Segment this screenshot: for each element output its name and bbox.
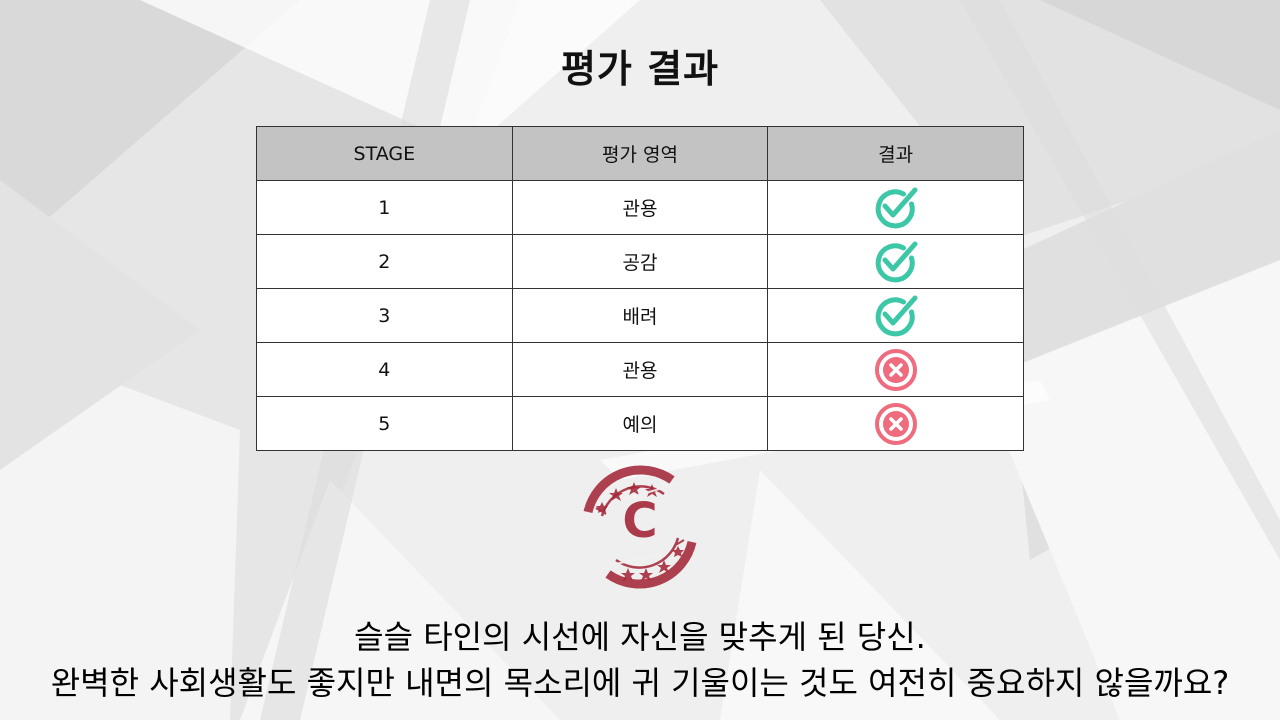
x-circle-icon xyxy=(874,402,917,445)
check-circle-icon xyxy=(875,241,918,282)
stage-cell: 2 xyxy=(256,234,513,289)
area-cell: 관용 xyxy=(511,180,769,235)
message-line-2: 완벽한 사회생활도 좋지만 내면의 목소리에 귀 기울이는 것도 여전히 중요하… xyxy=(50,664,1230,702)
stage-cell: 1 xyxy=(256,180,513,235)
column-header-result: 결과 xyxy=(767,126,1024,181)
stamp-grade-letter: C xyxy=(622,493,658,549)
stage-cell: 4 xyxy=(256,342,513,397)
page-title: 평가 결과 xyxy=(560,47,720,91)
area-cell: 관용 xyxy=(511,342,769,397)
stamp-ring-icon xyxy=(583,465,697,589)
table-row: 4 관용 xyxy=(256,342,1024,397)
area-cell: 예의 xyxy=(511,396,769,451)
table-row: 5 예의 xyxy=(256,396,1024,451)
table-row: 2 공감 xyxy=(256,234,1024,289)
area-cell: 공감 xyxy=(511,234,769,289)
table-row: 3 배려 xyxy=(256,288,1024,343)
table-row: 1 관용 xyxy=(256,180,1024,235)
check-circle-icon xyxy=(875,295,918,336)
area-cell: 배려 xyxy=(511,288,769,343)
result-cell xyxy=(767,396,1024,451)
results-table: STAGE 평가 영역 결과 1 관용 2 공감 xyxy=(256,126,1024,451)
stage-cell: 5 xyxy=(256,396,513,451)
result-cell xyxy=(767,288,1024,343)
stage-cell: 3 xyxy=(256,288,513,343)
x-circle-icon xyxy=(874,348,917,391)
message-line-1: 슬슬 타인의 시선에 자신을 맞추게 된 당신. xyxy=(354,618,926,656)
column-header-area: 평가 영역 xyxy=(511,126,769,181)
table-header-row: STAGE 평가 영역 결과 xyxy=(256,126,1024,181)
result-cell xyxy=(767,234,1024,289)
grade-stamp: C xyxy=(572,464,708,590)
result-cell xyxy=(767,180,1024,235)
check-circle-icon xyxy=(875,187,918,228)
column-header-stage: STAGE xyxy=(256,126,513,181)
result-cell xyxy=(767,342,1024,397)
